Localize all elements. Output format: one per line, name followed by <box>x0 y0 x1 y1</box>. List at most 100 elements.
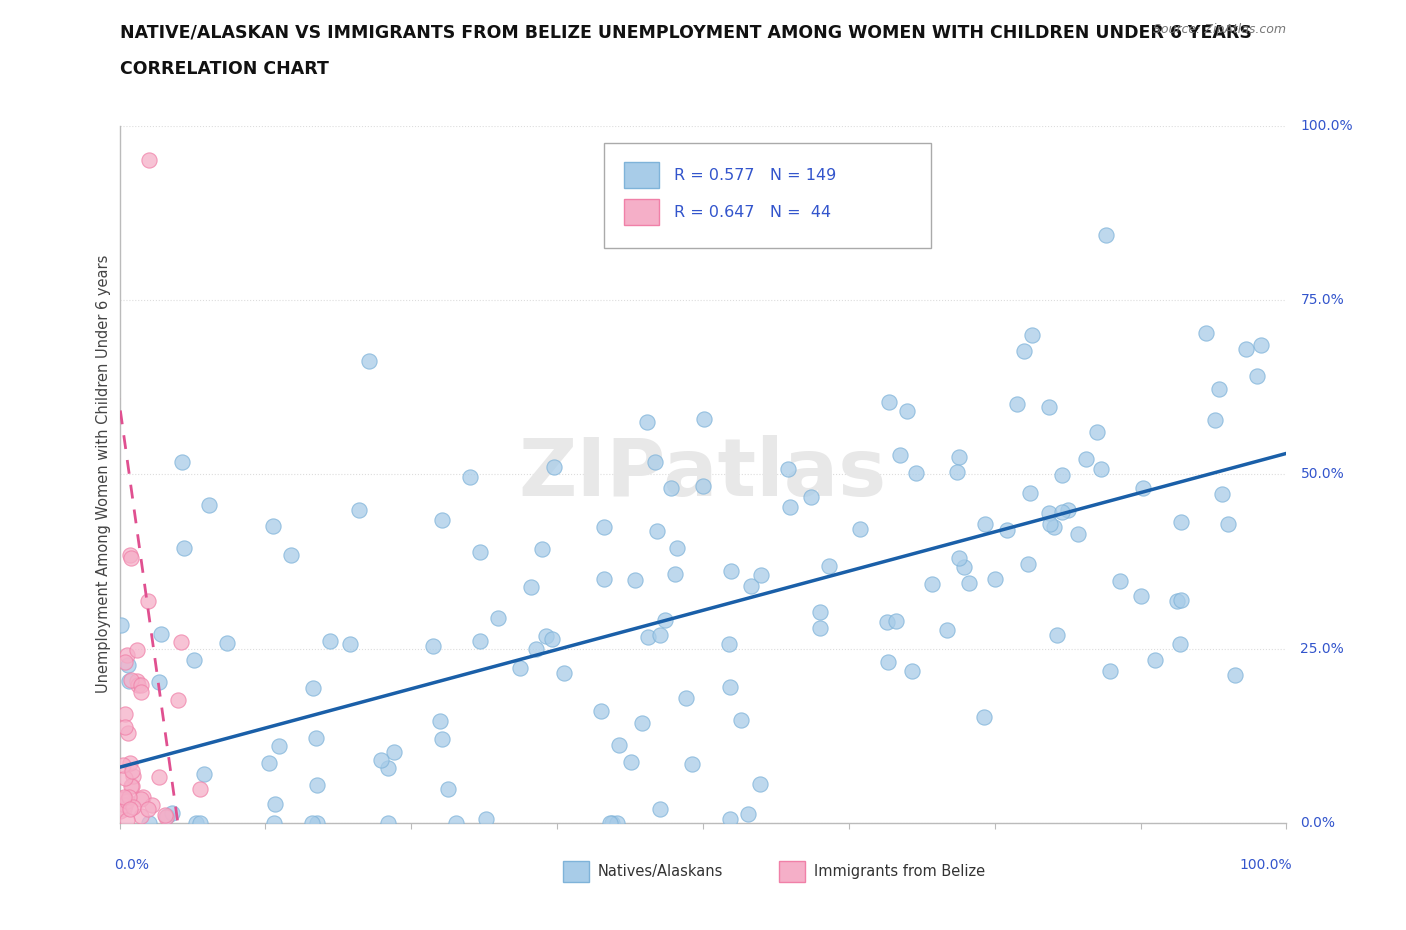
Point <box>1130 589 1153 604</box>
Point <box>155 809 177 824</box>
Point <box>114 770 136 785</box>
FancyBboxPatch shape <box>624 162 658 189</box>
Point <box>197 498 219 512</box>
Point <box>718 679 741 694</box>
Point <box>347 502 370 517</box>
Point <box>1046 628 1069 643</box>
Point <box>1098 663 1121 678</box>
Point <box>1223 668 1246 683</box>
Point <box>730 712 752 727</box>
Point <box>1170 514 1192 529</box>
Point <box>432 731 454 746</box>
Point <box>217 636 239 651</box>
Point <box>141 798 163 813</box>
Point <box>183 652 205 667</box>
FancyBboxPatch shape <box>603 143 931 247</box>
Point <box>486 610 509 625</box>
Point <box>592 571 614 586</box>
Text: ZIPatlas: ZIPatlas <box>519 435 887 513</box>
Point <box>444 816 467 830</box>
Point <box>718 636 741 651</box>
Point <box>1211 486 1233 501</box>
Text: 50.0%: 50.0% <box>1301 467 1344 482</box>
Point <box>1170 592 1192 607</box>
Point <box>131 790 153 804</box>
Point <box>995 523 1018 538</box>
Point <box>693 411 716 426</box>
Point <box>936 623 959 638</box>
Point <box>952 559 974 574</box>
Point <box>1208 381 1230 396</box>
Point <box>121 764 143 778</box>
Point <box>692 479 714 494</box>
Point <box>748 777 770 791</box>
Point <box>664 566 686 581</box>
Point <box>377 816 399 830</box>
Point <box>117 725 139 740</box>
Point <box>193 766 215 781</box>
Point <box>169 635 191 650</box>
Text: Immigrants from Belize: Immigrants from Belize <box>814 864 986 880</box>
Point <box>263 816 285 830</box>
Point <box>148 675 170 690</box>
FancyBboxPatch shape <box>779 861 804 883</box>
Point <box>114 719 136 734</box>
Point <box>429 713 451 728</box>
Point <box>1076 451 1098 466</box>
Point <box>889 447 911 462</box>
Point <box>530 542 553 557</box>
Point <box>155 807 177 822</box>
Point <box>138 594 160 609</box>
Point <box>305 777 328 792</box>
Point <box>136 802 159 817</box>
Point <box>543 459 565 474</box>
Point <box>307 816 329 830</box>
Point <box>127 678 149 693</box>
Point <box>877 395 900 410</box>
Point <box>776 461 799 476</box>
Point <box>377 760 399 775</box>
Text: 100.0%: 100.0% <box>1240 857 1292 872</box>
Point <box>120 673 142 688</box>
Point <box>1250 338 1272 352</box>
Point <box>458 470 481 485</box>
Point <box>112 802 135 817</box>
Point <box>118 790 141 804</box>
Point <box>740 578 762 593</box>
Point <box>117 794 139 809</box>
Point <box>122 800 145 815</box>
Y-axis label: Unemployment Among Women with Children Under 6 years: Unemployment Among Women with Children U… <box>96 255 111 694</box>
Text: R = 0.577   N = 149: R = 0.577 N = 149 <box>673 168 837 183</box>
Point <box>1057 502 1080 517</box>
Point <box>1052 505 1074 520</box>
Point <box>120 548 142 563</box>
Point <box>876 615 898 630</box>
Point <box>301 681 323 696</box>
Point <box>636 415 658 430</box>
Point <box>884 614 907 629</box>
Point <box>170 455 193 470</box>
Point <box>1246 368 1268 383</box>
Point <box>520 579 543 594</box>
Point <box>509 660 531 675</box>
Point <box>111 791 134 806</box>
Point <box>125 643 148 658</box>
Point <box>357 354 380 369</box>
Point <box>592 519 614 534</box>
Point <box>648 627 671 642</box>
Point <box>1038 400 1060 415</box>
Text: CORRELATION CHART: CORRELATION CHART <box>120 60 329 78</box>
Point <box>749 567 772 582</box>
Text: NATIVE/ALASKAN VS IMMIGRANTS FROM BELIZE UNEMPLOYMENT AMONG WOMEN WITH CHILDREN : NATIVE/ALASKAN VS IMMIGRANTS FROM BELIZE… <box>120 23 1251 41</box>
Point <box>957 576 980 591</box>
Point <box>115 813 138 828</box>
FancyBboxPatch shape <box>562 861 589 883</box>
Point <box>1090 462 1112 477</box>
Point <box>665 540 688 555</box>
Point <box>921 576 943 591</box>
Point <box>1166 593 1188 608</box>
Point <box>188 816 211 830</box>
Point <box>114 797 136 812</box>
Point <box>475 812 498 827</box>
Point <box>607 737 630 752</box>
